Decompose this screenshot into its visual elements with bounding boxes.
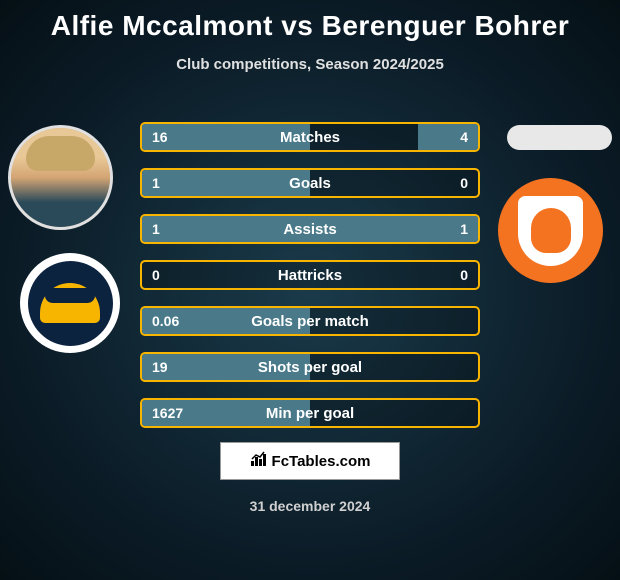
stat-label: Shots per goal	[142, 359, 478, 376]
stat-right-value: 0	[460, 175, 468, 191]
stat-row: 1Assists1	[140, 214, 480, 244]
comparison-title: Alfie Mccalmont vs Berenguer Bohrer	[0, 0, 620, 42]
stat-right-value: 1	[460, 221, 468, 237]
stat-label: Hattricks	[142, 267, 478, 284]
stats-table: 16Matches41Goals01Assists10Hattricks00.0…	[140, 122, 480, 444]
club-right-badge	[498, 178, 603, 283]
snapshot-date: 31 december 2024	[0, 498, 620, 514]
player-left-avatar	[8, 125, 113, 230]
fctables-logo[interactable]: FcTables.com	[220, 442, 400, 480]
chart-icon	[250, 451, 268, 472]
stat-row: 1Goals0	[140, 168, 480, 198]
stat-row: 16Matches4	[140, 122, 480, 152]
season-subtitle: Club competitions, Season 2024/2025	[0, 56, 620, 73]
player-right-avatar	[507, 125, 612, 150]
stat-row: 19Shots per goal	[140, 352, 480, 382]
club-left-badge	[20, 253, 120, 353]
stat-right-value: 0	[460, 267, 468, 283]
stat-row: 1627Min per goal	[140, 398, 480, 428]
stat-label: Assists	[142, 221, 478, 238]
logo-text: FcTables.com	[272, 453, 371, 470]
stat-row: 0.06Goals per match	[140, 306, 480, 336]
stat-label: Goals per match	[142, 313, 478, 330]
stat-right-value: 4	[460, 129, 468, 145]
stat-label: Min per goal	[142, 405, 478, 422]
stat-label: Goals	[142, 175, 478, 192]
stat-row: 0Hattricks0	[140, 260, 480, 290]
stat-label: Matches	[142, 129, 478, 146]
